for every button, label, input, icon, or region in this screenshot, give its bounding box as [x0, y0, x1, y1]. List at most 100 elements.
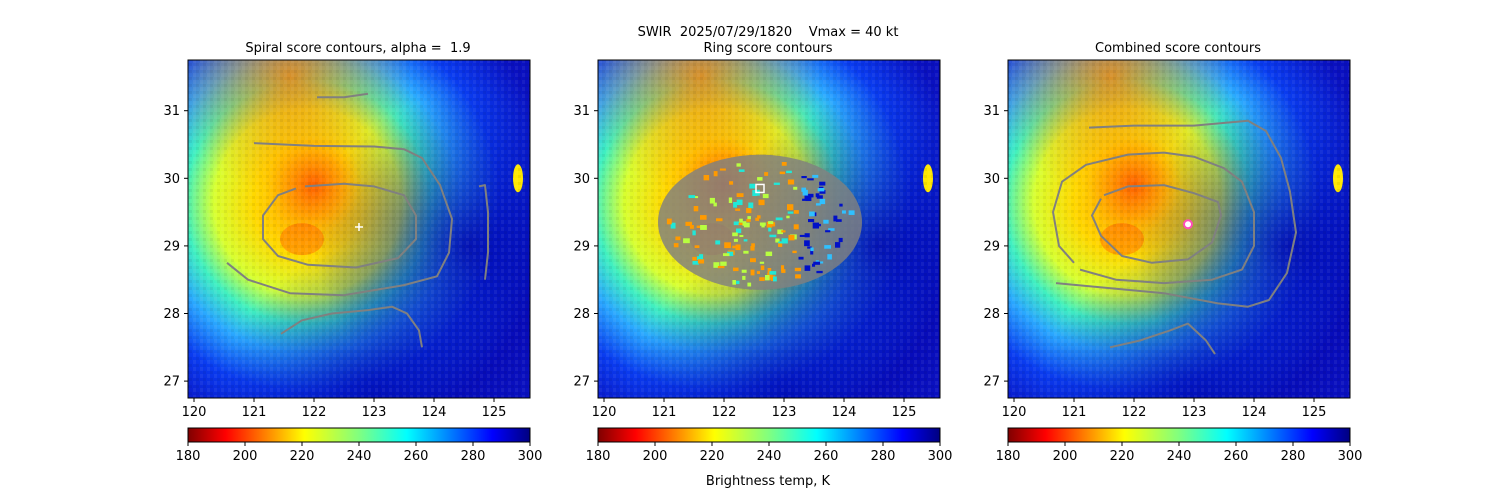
ring-speckle	[833, 215, 838, 222]
x-tick-label: 125	[1302, 405, 1327, 420]
ring-speckle	[688, 195, 696, 199]
ring-speckle	[675, 236, 681, 241]
ring-speckle	[812, 222, 820, 229]
ring-speckle	[828, 228, 835, 231]
ring-speckle	[717, 266, 725, 269]
ring-speckle	[760, 265, 765, 271]
ring-speckle	[747, 216, 751, 220]
colorbar-tick-label: 300	[928, 449, 953, 464]
ring-speckle	[743, 222, 750, 228]
ring-speckle	[807, 178, 814, 181]
y-axis-combined: 27 28 29 30 31	[983, 104, 1008, 390]
ring-speckle	[836, 219, 842, 222]
colorbar-tick-label: 280	[1281, 449, 1306, 464]
ring-speckle	[807, 246, 812, 249]
ring-speckle	[747, 282, 752, 287]
panel-spiral: Spiral score contours, alpha = 1.9 120 12…	[163, 41, 542, 464]
heatmap-combined	[1007, 59, 1351, 399]
colorbar-tick-label: 180	[996, 449, 1021, 464]
ring-speckle	[742, 275, 746, 280]
ring-speckle	[812, 263, 816, 267]
panel-title-ring: Ring score contours	[703, 41, 832, 56]
ring-speckle	[738, 222, 744, 226]
contour-line-combined-2	[1091, 184, 1222, 264]
ring-speckle	[693, 206, 699, 212]
y-tick-label: 27	[573, 375, 590, 390]
ring-speckle	[733, 238, 738, 242]
y-tick-label: 30	[163, 172, 180, 187]
contour-line-spiral-1	[262, 182, 417, 269]
ring-speckle	[804, 233, 810, 238]
ring-speckle	[728, 197, 733, 204]
y-tick-label: 28	[573, 307, 590, 322]
x-tick-label: 124	[832, 405, 857, 420]
ring-speckle	[781, 265, 785, 272]
ring-speckle	[781, 230, 786, 233]
ring-speckle	[816, 270, 823, 274]
colorbar-gradient	[187, 427, 531, 443]
ring-speckle	[808, 193, 814, 198]
ring-speckle	[808, 219, 815, 223]
contour-line-spiral-0	[226, 142, 453, 297]
x-tick-label: 123	[1182, 405, 1207, 420]
ring-speckle	[786, 215, 790, 219]
panel-combined: Combined score contours 120 121 122 123 124 1…	[983, 41, 1362, 464]
ring-speckle	[697, 259, 705, 264]
ring-speckle	[801, 187, 807, 192]
x-tick-label: 122	[302, 405, 327, 420]
ring-speckle	[771, 222, 776, 227]
ring-speckle	[793, 224, 799, 230]
ring-speckle	[778, 241, 784, 244]
ring-speckle	[787, 179, 795, 185]
ring-speckle	[692, 230, 696, 236]
ring-speckle	[683, 238, 690, 244]
contour-line-spiral-4	[317, 92, 369, 99]
ring-speckle	[769, 271, 777, 275]
ring-speckle	[805, 195, 812, 202]
ring-speckle	[723, 253, 730, 257]
contour-line-combined-3	[1109, 322, 1216, 355]
colorbar-tick-label: 280	[871, 449, 896, 464]
ring-speckle	[666, 218, 672, 225]
ring-speckle	[694, 196, 699, 199]
ring-speckle	[741, 269, 747, 273]
x-axis-spiral: 120 121 122 123 124 125	[182, 398, 506, 420]
ring-speckle	[748, 202, 754, 209]
ring-speckle	[819, 189, 826, 194]
contour-line-spiral-2	[280, 305, 423, 348]
ring-speckle	[804, 265, 811, 271]
ring-speckle	[732, 245, 739, 249]
ring-speckle	[729, 181, 734, 185]
ring-speckle	[735, 244, 741, 251]
ring-speckle	[736, 163, 741, 167]
x-tick-label: 120	[592, 405, 617, 420]
y-tick-label: 29	[573, 239, 590, 254]
ring-speckle	[819, 181, 826, 186]
ring-speckle	[700, 225, 707, 230]
ring-speckle	[713, 262, 720, 268]
colorbar-gradient	[1007, 427, 1351, 443]
y-tick-label: 31	[983, 104, 1000, 119]
axes-frame-ring	[597, 59, 941, 399]
colorbar-tick-label: 240	[1167, 449, 1192, 464]
ring-speckle	[810, 249, 814, 255]
ring-speckle	[733, 267, 739, 272]
panel-title-spiral: Spiral score contours, alpha = 1.9	[245, 41, 470, 56]
ring-speckle	[787, 211, 794, 214]
x-tick-label: 124	[422, 405, 447, 420]
ring-speckle	[685, 221, 693, 226]
ring-speckle	[749, 183, 756, 189]
colorbar-tick-label: 260	[814, 449, 839, 464]
ring-speckle	[816, 195, 823, 199]
ring-speckle	[842, 210, 846, 214]
colorbar-ring: 180 200 220 240 260 280 300	[586, 427, 953, 464]
y-tick-label: 31	[163, 104, 180, 119]
ring-speckle	[773, 182, 780, 185]
ring-speckle	[768, 221, 774, 225]
x-tick-label: 121	[1062, 405, 1087, 420]
ring-speckle	[759, 261, 765, 264]
ring-speckle	[709, 197, 715, 204]
x-tick-label: 122	[1122, 405, 1147, 420]
ring-speckle	[689, 225, 694, 229]
ring-speckle	[724, 242, 731, 249]
